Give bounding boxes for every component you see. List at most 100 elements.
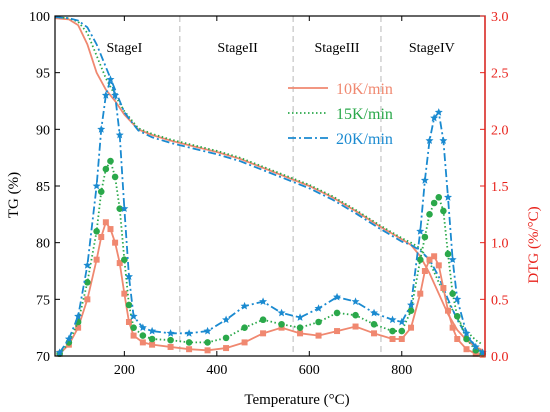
dtg-point-20k-min [448, 255, 457, 264]
dtg-point-20k-min [106, 75, 115, 83]
dtg-point-15k-min [84, 279, 91, 286]
dtg-point-20k-min [416, 227, 425, 235]
x-tick-label: 400 [206, 363, 227, 378]
dtg-point-20k-min [97, 125, 106, 133]
dtg-point-10k-min [167, 343, 174, 350]
dtg-point-20k-min [462, 329, 471, 337]
dtg-point-10k-min [408, 324, 415, 331]
dtg-point-20k-min [129, 312, 138, 320]
x-tick-label: 200 [114, 363, 135, 378]
dtg-point-15k-min [167, 336, 174, 344]
dtg-line-20k-min [58, 76, 484, 354]
stage-label: StageIII [314, 41, 359, 56]
y-tick-label-left: 80 [36, 237, 50, 252]
dtg-point-15k-min [449, 290, 456, 297]
stage-label: StageIV [409, 41, 455, 56]
dtg-point-20k-min [388, 315, 397, 324]
dtg-point-10k-min [472, 350, 479, 357]
y-tick-label-left: 70 [36, 350, 50, 365]
dtg-point-20k-min [277, 308, 286, 317]
dtg-point-15k-min [222, 334, 230, 342]
dtg-point-15k-min [111, 173, 119, 181]
dtg-point-20k-min [453, 295, 462, 303]
dtg-point-15k-min [241, 324, 248, 331]
y-tick-label-right: 0.0 [491, 350, 509, 365]
stage-label-layer: StageI StageII StageIII StageIV [106, 41, 454, 56]
dtg-point-10k-min [334, 328, 341, 335]
dtg-point-20k-min [444, 193, 453, 201]
dtg-point-15k-min [121, 256, 128, 263]
dtg-point-20k-min [471, 342, 480, 351]
dtg-point-10k-min [398, 336, 405, 342]
series-layer [54, 16, 487, 358]
dtg-point-15k-min [444, 250, 452, 258]
dtg-point-10k-min [352, 323, 359, 330]
dtg-point-20k-min [92, 181, 101, 190]
dtg-point-10k-min [149, 341, 156, 348]
axes-layer: 200 400 600 800 70 75 80 85 90 95 100 0.0 0.5 1.0 1.5 2… [29, 10, 509, 378]
dtg-point-20k-min [407, 300, 416, 309]
y-tick-label-right: 1.5 [491, 180, 509, 195]
dtg-point-10k-min [463, 346, 470, 353]
dtg-point-20k-min [333, 292, 342, 301]
tg-line-10k-min [54, 17, 484, 352]
dtg-point-10k-min [315, 332, 322, 339]
stage-label: StageII [217, 41, 258, 56]
dtg-point-15k-min [426, 211, 433, 218]
dtg-point-20k-min [166, 329, 175, 337]
dtg-point-15k-min [125, 301, 133, 309]
dtg-point-20k-min [240, 301, 249, 310]
dtg-point-20k-min [420, 176, 429, 184]
dtg-point-10k-min [84, 296, 91, 303]
dtg-point-10k-min [371, 330, 378, 337]
dtg-point-20k-min [115, 130, 124, 139]
y-tick-label-left: 75 [36, 293, 50, 308]
dtg-point-20k-min [370, 308, 379, 317]
dtg-point-20k-min [148, 326, 157, 335]
dtg-point-10k-min [121, 290, 128, 297]
dtg-point-20k-min [203, 326, 212, 335]
dtg-point-15k-min [278, 320, 285, 328]
dtg-point-10k-min [130, 332, 137, 339]
dtg-point-20k-min [351, 297, 360, 305]
dtg-point-10k-min [75, 324, 82, 331]
y-axis-label-left: TG (%) [6, 172, 22, 218]
dtg-point-10k-min [260, 330, 267, 337]
y-axis-label-right: DTG (%/°C) [526, 206, 542, 283]
dtg-point-10k-min [431, 253, 438, 260]
x-tick-label: 600 [299, 363, 320, 378]
dtg-point-15k-min [435, 194, 443, 201]
dtg-point-15k-min [430, 199, 438, 207]
dtg-point-15k-min [102, 165, 110, 173]
y-tick-label-left: 85 [36, 180, 50, 195]
dtg-point-15k-min [407, 307, 415, 314]
dtg-point-15k-min [421, 233, 429, 241]
dtg-point-10k-min [449, 324, 456, 331]
dtg-point-20k-min [64, 334, 73, 343]
dtg-point-10k-min [445, 307, 452, 314]
stage-label: StageI [106, 41, 142, 56]
dtg-point-10k-min [440, 285, 447, 291]
x-tick-label: 800 [391, 363, 412, 378]
dtg-point-20k-min [138, 323, 147, 332]
dtg-point-15k-min [416, 256, 424, 263]
dtg-point-10k-min [139, 339, 146, 346]
dtg-point-20k-min [314, 304, 323, 312]
dtg-point-20k-min [259, 297, 268, 305]
dtg-point-10k-min [112, 239, 119, 246]
y-tick-label-right: 3.0 [491, 10, 509, 25]
dtg-point-20k-min [111, 91, 120, 99]
dtg-point-20k-min [74, 312, 83, 320]
dtg-point-20k-min [425, 136, 434, 145]
dtg-point-15k-min [453, 313, 461, 320]
dtg-point-10k-min [93, 256, 100, 263]
dtg-point-15k-min [116, 205, 124, 212]
dtg-point-15k-min [398, 327, 406, 335]
dtg-point-10k-min [421, 268, 428, 274]
dtg-point-15k-min [333, 309, 341, 317]
y-tick-label-right: 2.0 [491, 123, 509, 138]
plot-frame [54, 15, 486, 357]
dtg-point-15k-min [139, 332, 147, 339]
dtg-point-15k-min [440, 207, 447, 215]
